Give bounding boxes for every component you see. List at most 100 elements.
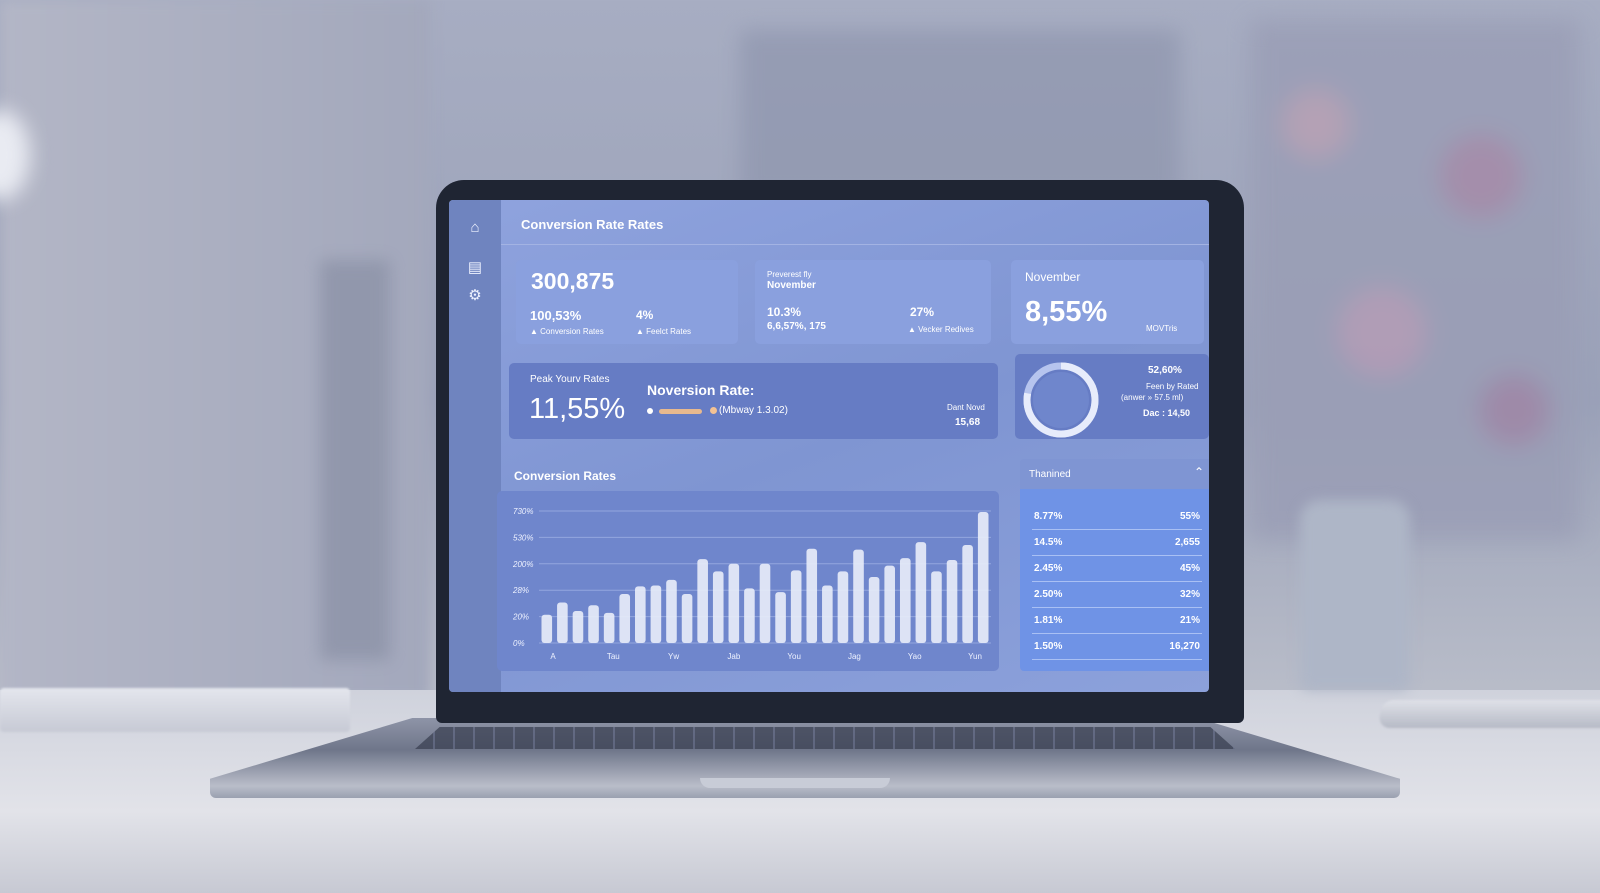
bar[interactable]: [915, 542, 927, 643]
peak-side-label: Dant Novd: [947, 403, 985, 412]
y-tick-label: 28%: [512, 586, 529, 595]
bar[interactable]: [775, 592, 786, 643]
bar[interactable]: [712, 571, 724, 643]
bar[interactable]: [728, 563, 740, 643]
home-icon[interactable]: ⌂: [470, 219, 480, 236]
donut-line3: Dac : 14,50: [1143, 408, 1191, 418]
table-cell-left: 2.45%: [1034, 563, 1063, 574]
kpi2-title: November: [767, 280, 816, 291]
bar[interactable]: [588, 605, 599, 643]
kpi-stat2-label: ▲ Feelct Rates: [636, 327, 692, 336]
kpi3-title: November: [1025, 270, 1081, 284]
table-cell-right: 32%: [1179, 589, 1200, 600]
bar[interactable]: [697, 559, 708, 643]
y-tick-label: 0%: [513, 639, 525, 648]
peak-progress-label: (Mbway 1.3.02): [719, 405, 788, 416]
table-row[interactable]: 2.50% 32%: [1032, 581, 1202, 608]
table-cell-left: 2.50%: [1034, 589, 1063, 600]
x-tick-label: Yao: [908, 652, 922, 661]
chevron-up-icon[interactable]: ⌃: [1193, 465, 1204, 479]
kpi-stat1-value: 100,53%: [530, 308, 582, 323]
bar[interactable]: [557, 602, 568, 643]
table-row[interactable]: 1.81% 21%: [1032, 607, 1202, 634]
laptop-keyboard: [415, 727, 1235, 749]
desk-box: [0, 688, 350, 732]
bar[interactable]: [541, 614, 553, 643]
table-cell-right: 45%: [1179, 563, 1200, 574]
kpi-card-total[interactable]: 300,875 100,53% ▲ Conversion Rates 4% ▲ …: [516, 260, 738, 344]
table-header-label: Thanined: [1029, 469, 1071, 480]
progress-start-dot: [647, 408, 653, 414]
background-pinboard: [1250, 20, 1580, 540]
table-row[interactable]: 8.77% 55%: [1032, 503, 1202, 530]
bar[interactable]: [884, 565, 895, 643]
chart-icon[interactable]: ▤: [467, 259, 483, 276]
bar[interactable]: [931, 571, 942, 643]
table-row[interactable]: 14.5% 2,655: [1032, 529, 1202, 556]
table-cell-right: 16,270: [1169, 641, 1200, 652]
gear-icon[interactable]: ⚙: [468, 287, 482, 304]
table-row[interactable]: 2.45% 45%: [1032, 555, 1202, 582]
kpi2-stat2-value: 27%: [910, 305, 935, 319]
donut-value: 52,60%: [1148, 365, 1182, 376]
kpi-card-rate[interactable]: November 8,55% MOVTris: [1011, 260, 1204, 344]
bar[interactable]: [977, 511, 989, 643]
bar[interactable]: [635, 586, 646, 643]
bar[interactable]: [822, 585, 833, 643]
kpi2-stat1-sub: 6,6,57%, 175: [767, 321, 826, 332]
table-cell-left: 8.77%: [1034, 511, 1063, 522]
bar[interactable]: [899, 558, 911, 643]
peak-progress-bar: [659, 409, 702, 414]
bar[interactable]: [946, 560, 958, 643]
progress-end-dot: [710, 407, 717, 414]
background-jar: [1300, 500, 1410, 690]
table-cell-left: 1.81%: [1034, 615, 1063, 626]
bar[interactable]: [681, 593, 693, 643]
peak-side-value: 15,68: [955, 417, 981, 428]
kpi-stat2-value: 4%: [636, 308, 654, 322]
laptop-screen: ⌂ ▤ ⚙ Conversion Rate Rates 300,875 100,…: [449, 200, 1209, 692]
x-tick-label: A: [550, 652, 556, 661]
page-title: Conversion Rate Rates: [521, 217, 664, 232]
bar[interactable]: [868, 577, 880, 643]
bar[interactable]: [837, 571, 849, 643]
table-cell-left: 1.50%: [1034, 641, 1063, 652]
bar[interactable]: [759, 563, 771, 643]
kpi-total-value: 300,875: [531, 268, 615, 294]
peak-rate-card[interactable]: Peak Yourv Rates 11,55% Noversion Rate: …: [509, 363, 998, 439]
kpi-stat2-label-text: Feelct Rates: [646, 327, 692, 336]
bar[interactable]: [853, 549, 864, 643]
bar[interactable]: [666, 579, 677, 643]
donut-line1: Feen by Rated: [1146, 382, 1199, 391]
peak-heading: Noversion Rate:: [647, 382, 755, 398]
x-tick-label: Tau: [607, 652, 620, 661]
bar[interactable]: [962, 544, 973, 643]
table-cell-right: 21%: [1179, 615, 1200, 626]
y-tick-label: 200%: [512, 560, 533, 569]
bar[interactable]: [806, 548, 818, 643]
x-tick-label: Jab: [727, 652, 740, 661]
kpi2-stat2-label: ▲ Vecker Redives: [908, 325, 974, 334]
table-header[interactable]: Thanined ⌃: [1020, 459, 1209, 489]
bar[interactable]: [650, 585, 662, 643]
kpi3-tag: MOVTris: [1146, 324, 1178, 333]
bar[interactable]: [572, 610, 584, 643]
stats-table: Thanined ⌃ 8.77% 55% 14.5% 2,655 2.45% 45% 2.5…: [1020, 459, 1209, 671]
x-tick-label: Yw: [668, 652, 679, 661]
table-cell-right: 2,655: [1174, 537, 1200, 548]
sidebar: ⌂ ▤ ⚙: [449, 200, 501, 692]
table-row[interactable]: 1.50% 16,270: [1032, 633, 1202, 660]
x-tick-label: Jag: [848, 652, 861, 661]
y-tick-label: 20%: [512, 613, 529, 622]
kpi-card-november[interactable]: Preverest fly November 10.3% 6,6,57%, 17…: [755, 260, 991, 344]
bar[interactable]: [619, 593, 631, 643]
peak-label: Peak Yourv Rates: [530, 374, 610, 385]
kpi-stat1-label-text: Conversion Rates: [540, 327, 604, 336]
bar[interactable]: [603, 612, 615, 643]
bar[interactable]: [790, 570, 802, 643]
kpi2-stat1-value: 10.3%: [767, 305, 802, 319]
bar[interactable]: [744, 588, 755, 643]
kpi3-value: 8,55%: [1025, 296, 1108, 328]
donut-card[interactable]: 52,60% Feen by Rated (anwer » 57.5 ml) D…: [1015, 354, 1209, 439]
kpi2-stat2-label-text: Vecker Redives: [918, 325, 974, 334]
